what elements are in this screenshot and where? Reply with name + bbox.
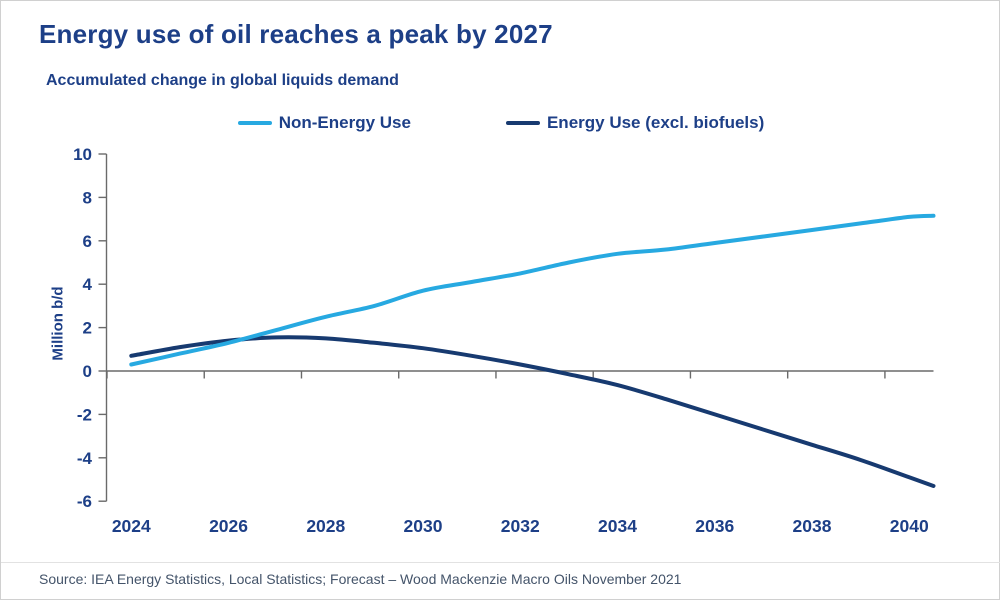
non-energy-use-line-swatch (237, 121, 272, 125)
footer-divider (1, 562, 1000, 563)
x-tick-label: 2034 (598, 516, 637, 536)
series-line-energy-use-excl-biofuels (129, 335, 936, 488)
y-tick-label: -4 (77, 449, 93, 468)
y-tick-label: 4 (83, 275, 93, 294)
y-tick-label: 2 (83, 319, 92, 338)
chart-subtitle: Accumulated change in global liquids dem… (46, 72, 399, 89)
legend-label-energy-use: Energy Use (excl. biofuels) (546, 113, 765, 132)
y-tick-label: -2 (77, 405, 92, 424)
x-tick-label: 2024 (112, 516, 151, 536)
y-tick-label: 8 (83, 188, 92, 207)
y-tick-label: 10 (73, 145, 92, 164)
legend-item-non-energy-use: Non-Energy Use (237, 113, 411, 133)
legend-label-non-energy-use: Non-Energy Use (278, 113, 411, 132)
chart-title: Energy use of oil reaches a peak by 2027 (39, 19, 553, 49)
y-tick-label: 6 (83, 232, 92, 251)
x-tick-label: 2040 (890, 516, 929, 536)
x-tick-label: 2038 (793, 516, 832, 536)
legend: Non-Energy Use Energy Use (excl. biofuel… (1, 113, 1000, 133)
x-tick-label: 2030 (404, 516, 443, 536)
source-text: Source: IEA Energy Statistics, Local Sta… (39, 571, 682, 587)
x-tick-label: 2028 (306, 516, 345, 536)
y-tick-label: 0 (83, 362, 92, 381)
x-tick-label: 2032 (501, 516, 540, 536)
legend-item-energy-use: Energy Use (excl. biofuels) (505, 113, 765, 133)
y-tick-label: -6 (77, 492, 92, 511)
series-line-non-energy-use (129, 213, 936, 367)
x-tick-label: 2036 (695, 516, 734, 536)
energy-use-line-swatch (505, 121, 540, 125)
x-tick-label: 2026 (209, 516, 248, 536)
